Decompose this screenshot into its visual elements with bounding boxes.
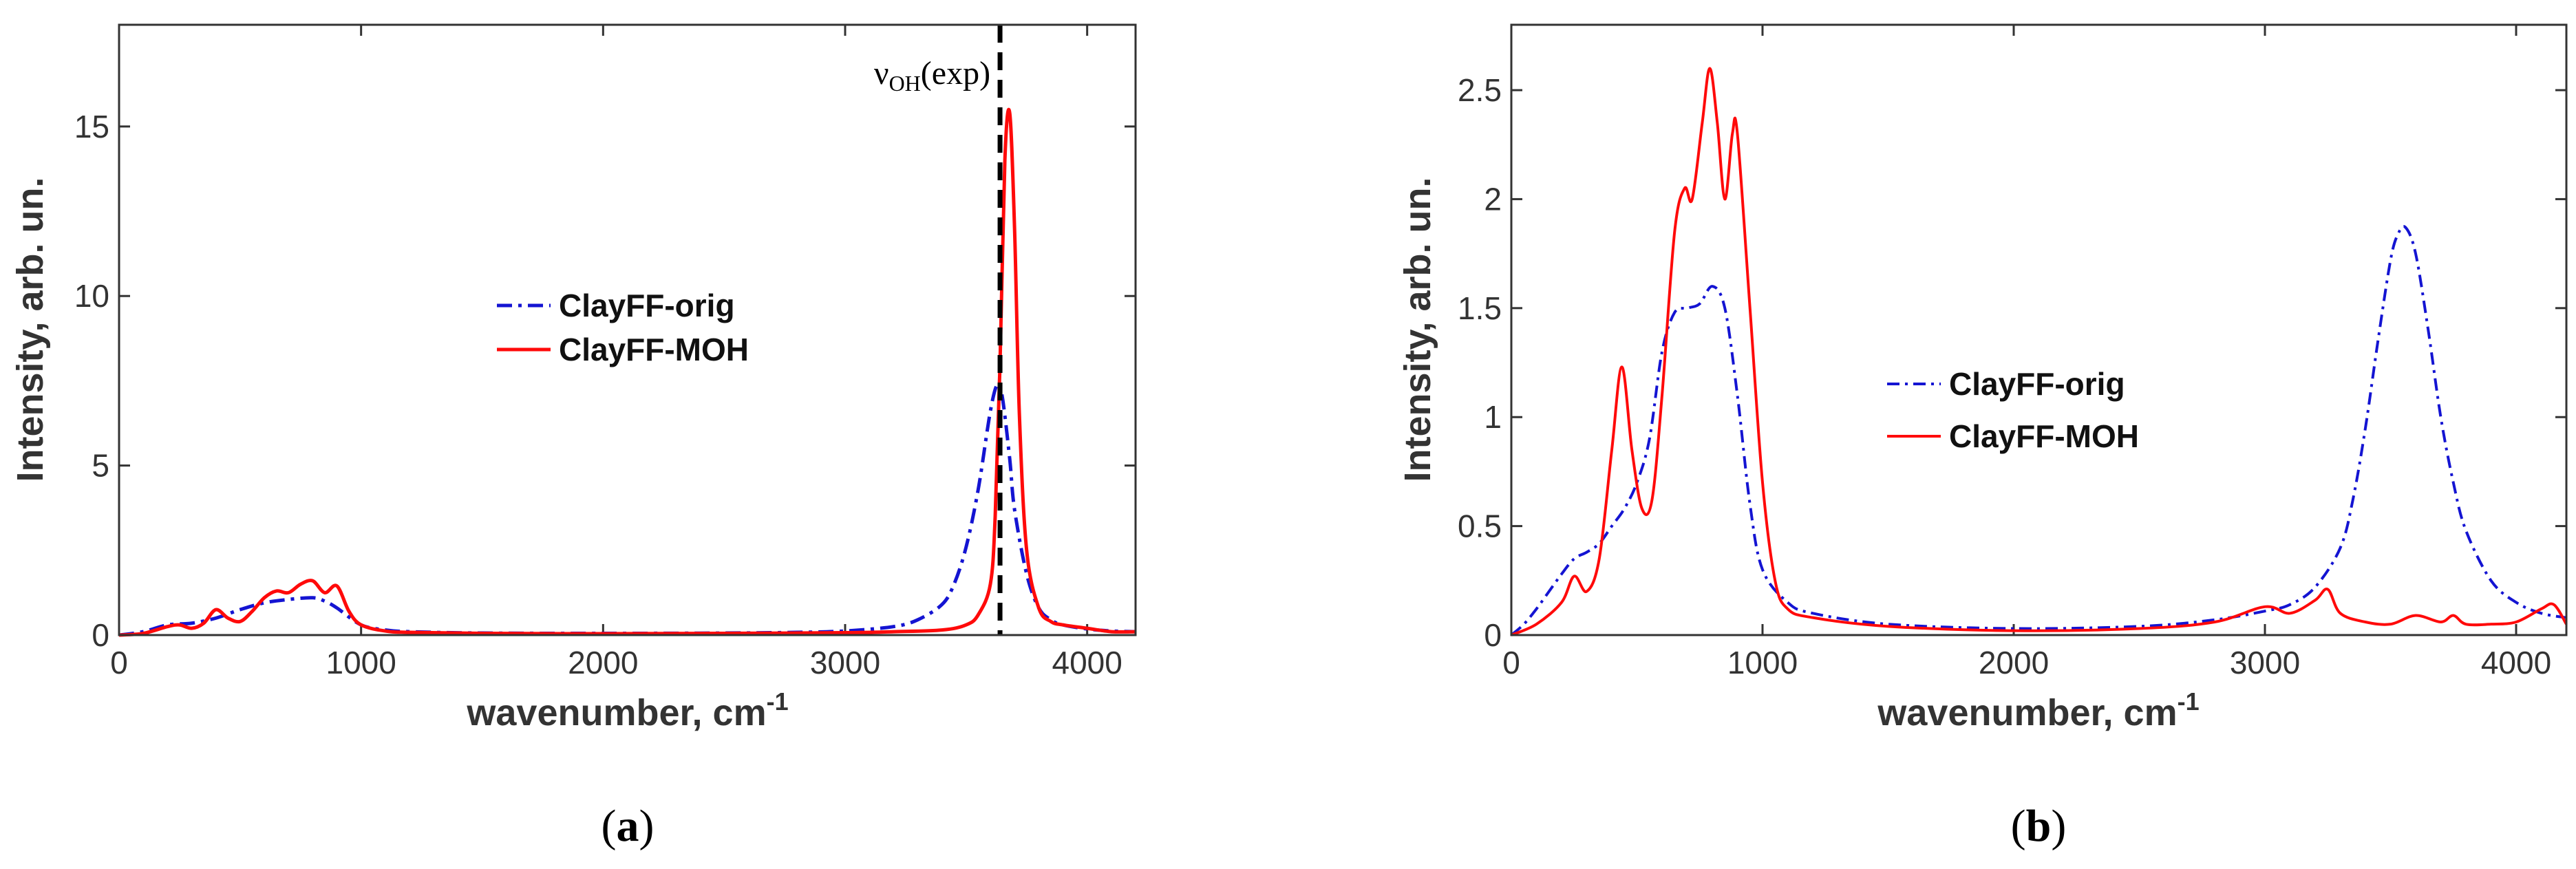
panel-b-caption: (b) bbox=[2011, 801, 2067, 851]
panel-a-xlabel: wavenumber, cm-1 bbox=[466, 687, 788, 733]
annotation-sub: OH bbox=[889, 71, 921, 96]
panel-a-ylabel: Intensity, arb. un. bbox=[10, 177, 51, 482]
ytick-label: 0 bbox=[92, 617, 109, 653]
annotation-nu: ν bbox=[874, 55, 889, 92]
legend-a-moh-label: ClayFF-MOH bbox=[559, 332, 749, 367]
panel-a-frame bbox=[118, 23, 1137, 636]
ytick-label: 1 bbox=[1484, 399, 1502, 435]
panel-a-xlabel-sup: -1 bbox=[767, 687, 789, 716]
ytick-label: 1.5 bbox=[1458, 290, 1502, 326]
ytick-label: 0.5 bbox=[1458, 508, 1502, 544]
panel-b-letter: b bbox=[2026, 801, 2052, 851]
panel-a-letter: a bbox=[617, 801, 639, 851]
ytick-label: 15 bbox=[74, 109, 109, 144]
xtick-label: 1000 bbox=[326, 645, 396, 680]
panel-b: 0 1000 2000 3000 4000 0 0.5 1 1.5 2 2.5 ClayFF-ori… bbox=[1397, 23, 2568, 851]
panel-b-xlabel-main: wavenumber, cm bbox=[1877, 692, 2177, 733]
xtick-label: 2000 bbox=[568, 645, 638, 680]
panel-a-annotation: νOH(exp) bbox=[874, 25, 1003, 635]
ytick-label: 2.5 bbox=[1458, 72, 1502, 108]
ytick-label: 10 bbox=[74, 278, 109, 314]
xtick-label: 4000 bbox=[2481, 645, 2551, 680]
xtick-label: 2000 bbox=[1979, 645, 2049, 680]
series-line-clayff-orig bbox=[1510, 225, 2567, 636]
xtick-label: 1000 bbox=[1727, 645, 1798, 680]
panel-b-ticks: 0 1000 2000 3000 4000 0 0.5 1 1.5 2 2.5 bbox=[1458, 25, 2566, 680]
series-line-clayff-moh bbox=[118, 107, 1136, 637]
panel-a-xlabel-main: wavenumber, cm bbox=[466, 692, 766, 733]
experimental-oh-label: νOH(exp) bbox=[874, 55, 990, 96]
xtick-label: 3000 bbox=[810, 645, 880, 680]
xtick-label: 3000 bbox=[2230, 645, 2300, 680]
panel-a-ticks: 0 1000 2000 3000 4000 0 5 10 15 bbox=[74, 25, 1136, 680]
panel-b-frame bbox=[1510, 23, 2568, 636]
ytick-label: 5 bbox=[92, 448, 109, 484]
panel-a: 0 1000 2000 3000 4000 0 5 10 15 νOH(exp) ClayFF-… bbox=[10, 23, 1137, 851]
legend-b-orig-label: ClayFF-orig bbox=[1949, 366, 2125, 402]
series-line-clayff-moh bbox=[1511, 67, 2568, 636]
legend-a-orig-label: ClayFF-orig bbox=[559, 288, 735, 323]
panel-b-legend: ClayFF-orig ClayFF-MOH bbox=[1887, 366, 2139, 454]
xtick-label: 4000 bbox=[1052, 645, 1122, 680]
panel-a-caption: (a) bbox=[602, 801, 654, 851]
panel-a-legend: ClayFF-orig ClayFF-MOH bbox=[497, 288, 749, 367]
ytick-label: 0 bbox=[1484, 617, 1502, 653]
panel-b-ylabel: Intensity, arb. un. bbox=[1397, 177, 1438, 482]
xtick-label: 0 bbox=[110, 645, 128, 680]
panel-b-xlabel: wavenumber, cm-1 bbox=[1877, 687, 2199, 733]
panel-b-xlabel-sup: -1 bbox=[2178, 687, 2200, 716]
panel-a-series bbox=[118, 107, 1136, 637]
panel-b-series bbox=[1510, 67, 2568, 636]
xtick-label: 0 bbox=[1502, 645, 1520, 680]
annotation-tail: (exp) bbox=[921, 55, 990, 92]
ytick-label: 2 bbox=[1484, 181, 1502, 217]
legend-b-moh-label: ClayFF-MOH bbox=[1949, 418, 2139, 454]
